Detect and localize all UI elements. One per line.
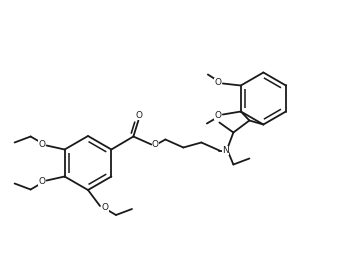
Text: O: O — [38, 140, 45, 149]
Text: N: N — [222, 146, 229, 155]
Text: O: O — [152, 140, 159, 149]
Text: O: O — [214, 111, 221, 120]
Text: O: O — [101, 202, 108, 211]
Text: O: O — [214, 78, 221, 87]
Text: O: O — [38, 177, 45, 186]
Text: O: O — [136, 111, 143, 120]
